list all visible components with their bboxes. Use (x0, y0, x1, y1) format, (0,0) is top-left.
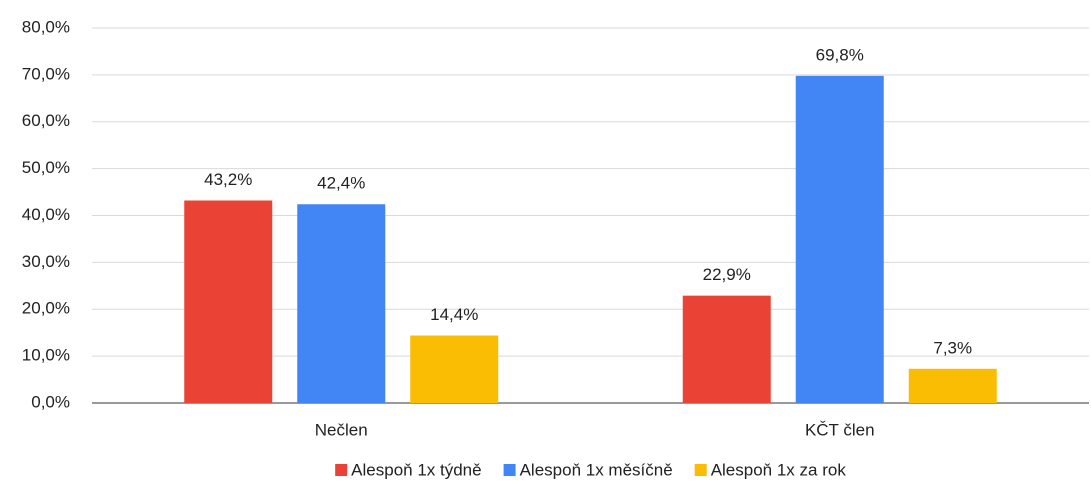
y-tick-label: 30,0% (22, 252, 70, 271)
y-tick-label: 60,0% (22, 111, 70, 130)
y-tick-label: 50,0% (22, 158, 70, 177)
legend-label: Alespoň 1x za rok (711, 460, 847, 479)
y-tick-label: 80,0% (22, 17, 70, 36)
x-tick-label: KČT člen (805, 420, 875, 439)
data-label: 42,4% (317, 174, 365, 193)
y-tick-label: 20,0% (22, 299, 70, 318)
x-tick-label: Nečlen (315, 420, 368, 439)
legend-swatch (335, 464, 348, 476)
data-label: 69,8% (816, 45, 864, 64)
legend-swatch (694, 464, 707, 476)
data-label: 14,4% (430, 305, 478, 324)
data-label: 22,9% (703, 265, 751, 284)
bar (908, 368, 997, 403)
y-tick-label: 0,0% (31, 392, 70, 411)
data-label: 43,2% (204, 170, 252, 189)
bar (297, 204, 386, 403)
bar (410, 335, 499, 403)
y-tick-label: 40,0% (22, 205, 70, 224)
bar (184, 200, 273, 403)
data-label: 7,3% (933, 338, 972, 357)
y-tick-label: 10,0% (22, 346, 70, 365)
y-tick-label: 70,0% (22, 64, 70, 83)
bar (795, 75, 884, 403)
bar (682, 295, 771, 403)
legend-swatch (503, 464, 516, 476)
legend-label: Alespoň 1x týdně (351, 460, 481, 479)
legend-label: Alespoň 1x měsíčně (520, 460, 673, 479)
